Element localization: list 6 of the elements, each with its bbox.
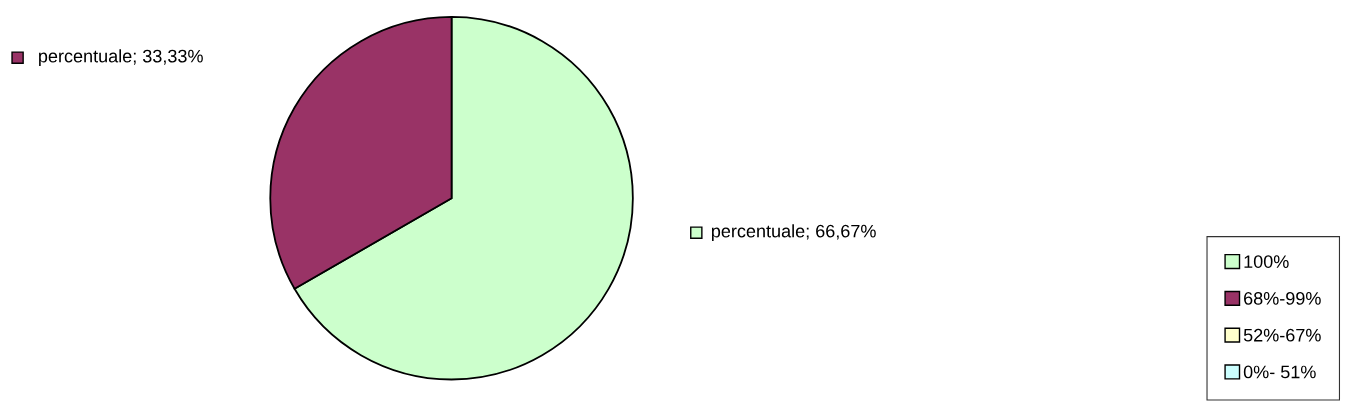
- legend-label: 0%- 51%: [1243, 365, 1316, 379]
- legend-label: 100%: [1244, 255, 1289, 268]
- legend-label: 68%-99%: [1244, 292, 1321, 305]
- data-label: percentuale; 66,67%: [711, 224, 876, 242]
- data-label: percentuale; 33,33%: [39, 49, 203, 67]
- legend-label: 52%-67%: [1243, 328, 1321, 342]
